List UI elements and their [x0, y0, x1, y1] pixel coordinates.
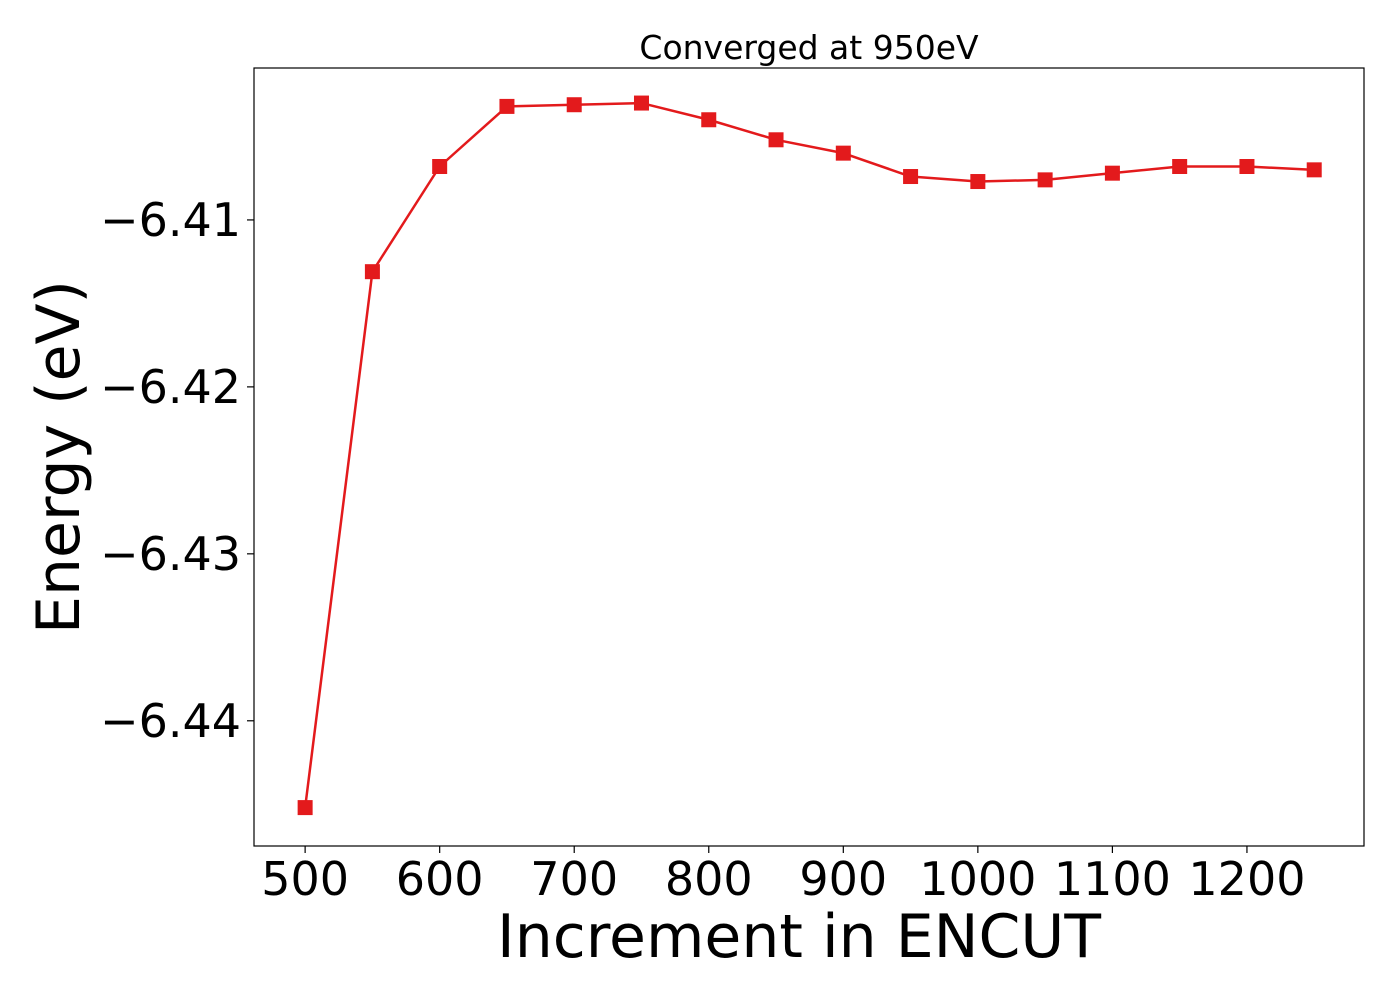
- plot-area-frame: [253, 67, 1365, 847]
- y-tick-label: −6.44: [100, 694, 241, 748]
- x-tick-label: 700: [530, 852, 618, 906]
- x-tick-label: 1100: [1054, 852, 1171, 906]
- data-point-marker: [903, 169, 919, 185]
- data-point-marker: [1104, 165, 1120, 181]
- x-tick-label: 900: [799, 852, 887, 906]
- data-point-marker: [432, 159, 448, 174]
- data-point-marker: [1037, 172, 1053, 188]
- x-tick-label: 500: [261, 852, 349, 906]
- series-line: [303, 101, 1315, 808]
- x-tick-label: 600: [396, 852, 484, 906]
- y-axis-ticks: −6.44 −6.43 −6.42 −6.41: [100, 193, 254, 748]
- chart-title: Converged at 950eV: [639, 28, 979, 67]
- x-tick-label: 1000: [919, 852, 1036, 906]
- data-point-marker: [970, 174, 986, 190]
- x-tick-label: 1200: [1188, 852, 1305, 906]
- series-layer: [297, 95, 1322, 816]
- data-point-marker: [1306, 162, 1322, 178]
- data-point-marker: [835, 145, 851, 161]
- data-point-marker: [364, 264, 380, 280]
- data-point-marker: [633, 95, 649, 111]
- y-axis-label: Energy (eV): [24, 280, 94, 634]
- data-point-marker: [566, 97, 582, 113]
- x-tick-label: 800: [665, 852, 753, 906]
- x-axis-ticks: 500 600 700 800 900 1000 1100 1200: [261, 846, 1305, 906]
- y-tick-label: −6.41: [100, 193, 241, 247]
- y-tick-label: −6.42: [100, 360, 241, 414]
- data-point-marker: [701, 112, 717, 128]
- data-point-marker: [297, 800, 313, 816]
- data-point-marker: [499, 98, 515, 114]
- y-tick-label: −6.43: [100, 527, 241, 581]
- x-axis-label: Increment in ENCUT: [497, 902, 1101, 972]
- data-point-marker: [1172, 159, 1188, 174]
- data-point-marker: [768, 132, 784, 148]
- data-point-marker: [1239, 159, 1255, 174]
